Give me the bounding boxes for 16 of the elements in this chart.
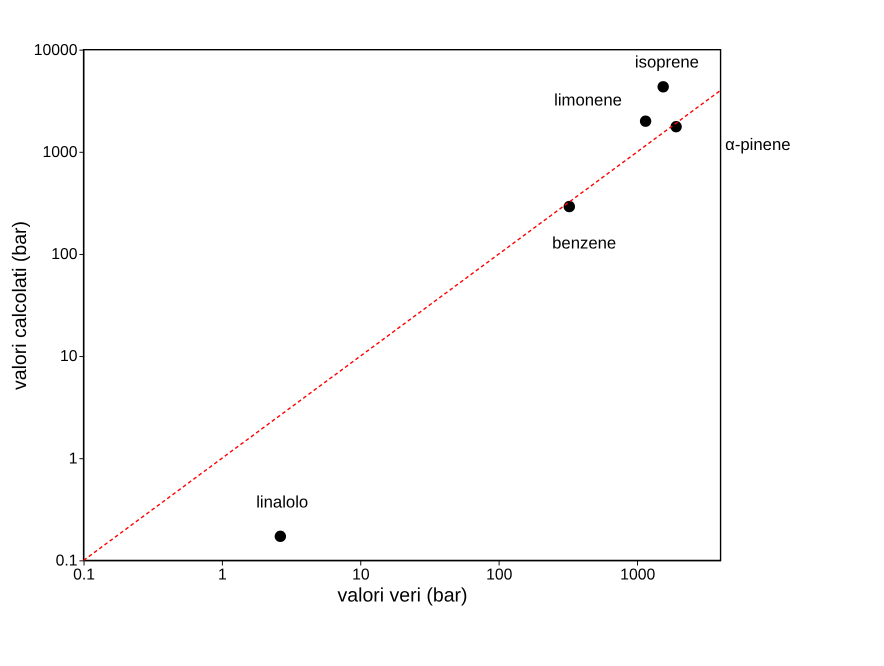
x-tick-label: 100: [486, 566, 513, 584]
y-tick-label: 10: [60, 348, 78, 366]
x-tick-label: 1000: [620, 566, 656, 584]
y-tick-label: 10000: [34, 42, 78, 59]
y-tick-label: 1000: [42, 144, 78, 161]
x-axis-title: valori veri (bar): [338, 584, 468, 607]
annotation: α-pinene: [725, 134, 791, 154]
x-tick-label: 1: [218, 566, 227, 584]
annotation: limonene: [554, 90, 622, 110]
y-tick-label: 1: [68, 450, 78, 468]
y-axis-title: valori calcolati (bar): [9, 220, 32, 390]
x-tick-label: 10: [352, 566, 370, 584]
annotation: linalolo: [256, 492, 308, 512]
annotation: isoprene: [634, 52, 699, 72]
annotation: benzene: [552, 233, 616, 252]
y-tick-label: 100: [51, 246, 78, 264]
